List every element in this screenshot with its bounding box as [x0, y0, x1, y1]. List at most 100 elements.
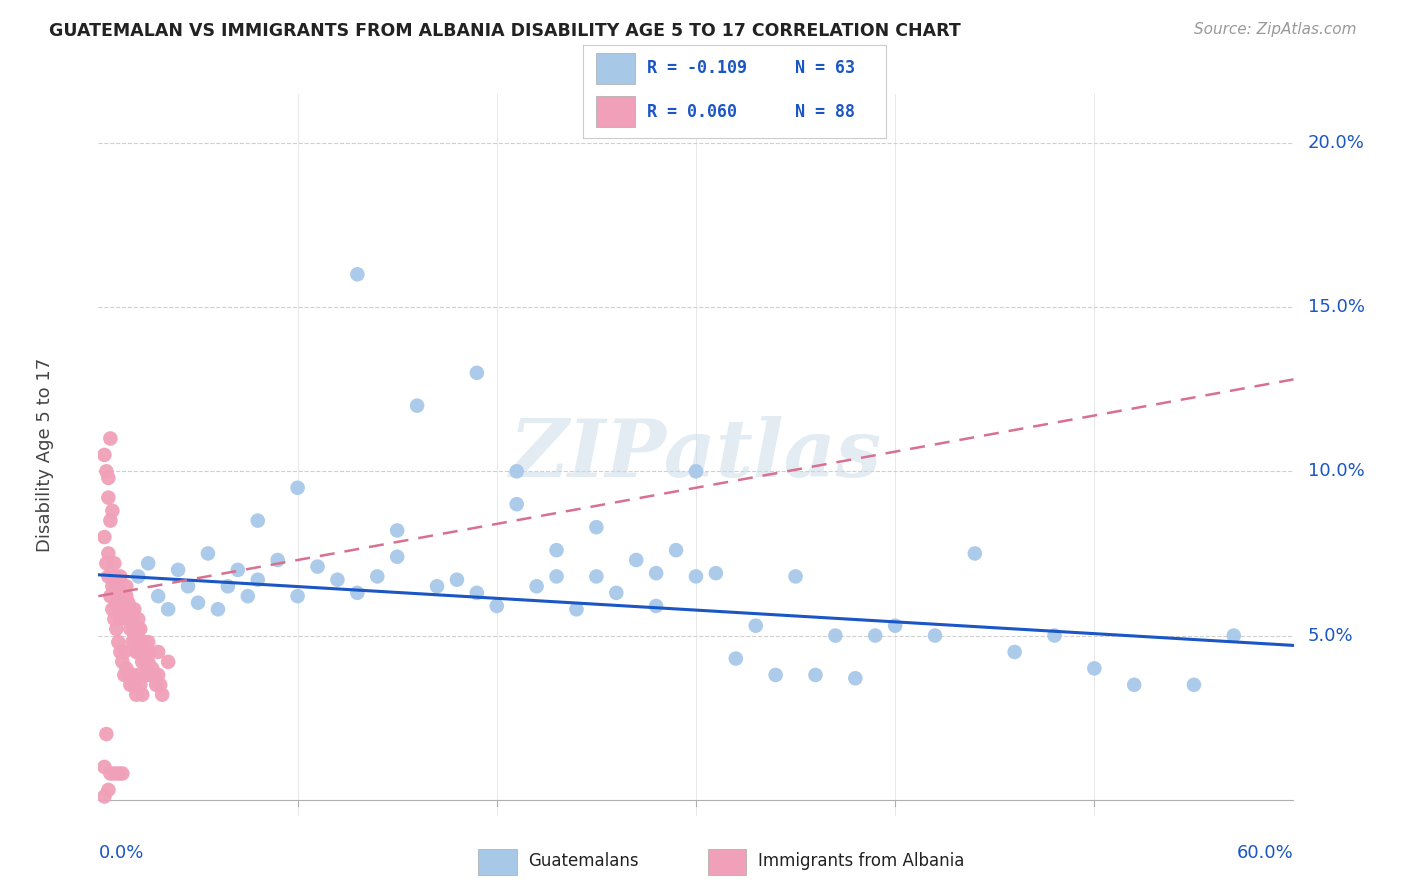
Point: [187, 596, 209, 610]
Text: GUATEMALAN VS IMMIGRANTS FROM ALBANIA DISABILITY AGE 5 TO 17 CORRELATION CHART: GUATEMALAN VS IMMIGRANTS FROM ALBANIA DI…: [49, 22, 960, 40]
Point: [105, 622, 128, 636]
Point: [1043, 628, 1066, 642]
Point: [124, 628, 146, 642]
Point: [103, 612, 125, 626]
Point: [93, 760, 115, 774]
Point: [93, 448, 115, 462]
Point: [124, 622, 146, 636]
Point: [963, 546, 986, 560]
Point: [125, 688, 148, 702]
Point: [844, 671, 866, 685]
Point: [217, 579, 239, 593]
Point: [465, 366, 488, 380]
Point: [157, 602, 180, 616]
Point: [1223, 628, 1246, 642]
Point: [1182, 678, 1205, 692]
Point: [117, 612, 139, 626]
Point: [287, 589, 309, 603]
Point: [103, 766, 125, 780]
Point: [127, 668, 149, 682]
Point: [129, 622, 152, 636]
Point: [97, 491, 120, 505]
Text: 5.0%: 5.0%: [1308, 626, 1354, 645]
Point: [124, 602, 146, 616]
Point: [107, 766, 129, 780]
Point: [426, 579, 449, 593]
Point: [93, 530, 115, 544]
Point: [115, 589, 138, 603]
Text: 20.0%: 20.0%: [1308, 134, 1365, 152]
Point: [765, 668, 787, 682]
FancyBboxPatch shape: [596, 96, 636, 127]
Point: [136, 655, 159, 669]
Point: [385, 524, 409, 538]
Point: [307, 559, 329, 574]
Point: [785, 569, 807, 583]
Text: ZIPatlas: ZIPatlas: [510, 417, 882, 493]
Point: [93, 789, 115, 804]
Point: [136, 645, 159, 659]
FancyBboxPatch shape: [478, 849, 516, 875]
Point: [96, 557, 118, 571]
Point: [135, 668, 157, 682]
Point: [121, 612, 143, 626]
FancyBboxPatch shape: [707, 849, 747, 875]
Point: [346, 267, 368, 281]
Point: [131, 655, 153, 669]
Point: [98, 589, 122, 603]
Point: [150, 688, 173, 702]
Point: [804, 668, 827, 682]
Point: [101, 602, 124, 616]
Point: [148, 668, 170, 682]
Point: [246, 514, 269, 528]
Point: [605, 586, 627, 600]
Text: Source: ZipAtlas.com: Source: ZipAtlas.com: [1194, 22, 1357, 37]
Point: [107, 602, 129, 616]
Point: [98, 514, 122, 528]
Point: [110, 645, 132, 659]
Point: [111, 596, 134, 610]
Point: [111, 655, 134, 669]
Text: 15.0%: 15.0%: [1308, 298, 1365, 316]
Text: R = 0.060: R = 0.060: [647, 103, 737, 120]
Point: [385, 549, 409, 564]
Point: [101, 579, 124, 593]
Point: [97, 783, 120, 797]
Text: N = 88: N = 88: [796, 103, 855, 120]
Point: [129, 678, 152, 692]
Point: [626, 553, 648, 567]
Point: [546, 543, 568, 558]
Point: [97, 569, 120, 583]
Text: Guatemalans: Guatemalans: [529, 852, 640, 871]
Point: [105, 579, 128, 593]
Point: [246, 573, 269, 587]
Point: [117, 596, 139, 610]
Point: [141, 661, 163, 675]
Point: [105, 596, 128, 610]
Point: [745, 618, 768, 632]
Point: [134, 635, 156, 649]
Point: [446, 573, 468, 587]
Point: [127, 569, 149, 583]
Point: [127, 612, 149, 626]
Point: [546, 569, 568, 583]
Point: [129, 635, 152, 649]
Point: [645, 599, 668, 613]
Point: [107, 635, 129, 649]
Point: [148, 645, 170, 659]
Point: [127, 645, 149, 659]
Point: [924, 628, 946, 642]
Text: Disability Age 5 to 17: Disability Age 5 to 17: [35, 358, 53, 552]
Point: [167, 563, 190, 577]
Point: [585, 520, 607, 534]
Point: [120, 622, 142, 636]
Point: [117, 668, 139, 682]
Point: [103, 569, 125, 583]
Point: [121, 668, 143, 682]
Point: [125, 645, 148, 659]
Text: 0.0%: 0.0%: [98, 844, 143, 862]
Point: [125, 635, 148, 649]
Point: [157, 655, 180, 669]
Point: [112, 589, 135, 603]
Point: [136, 557, 159, 571]
